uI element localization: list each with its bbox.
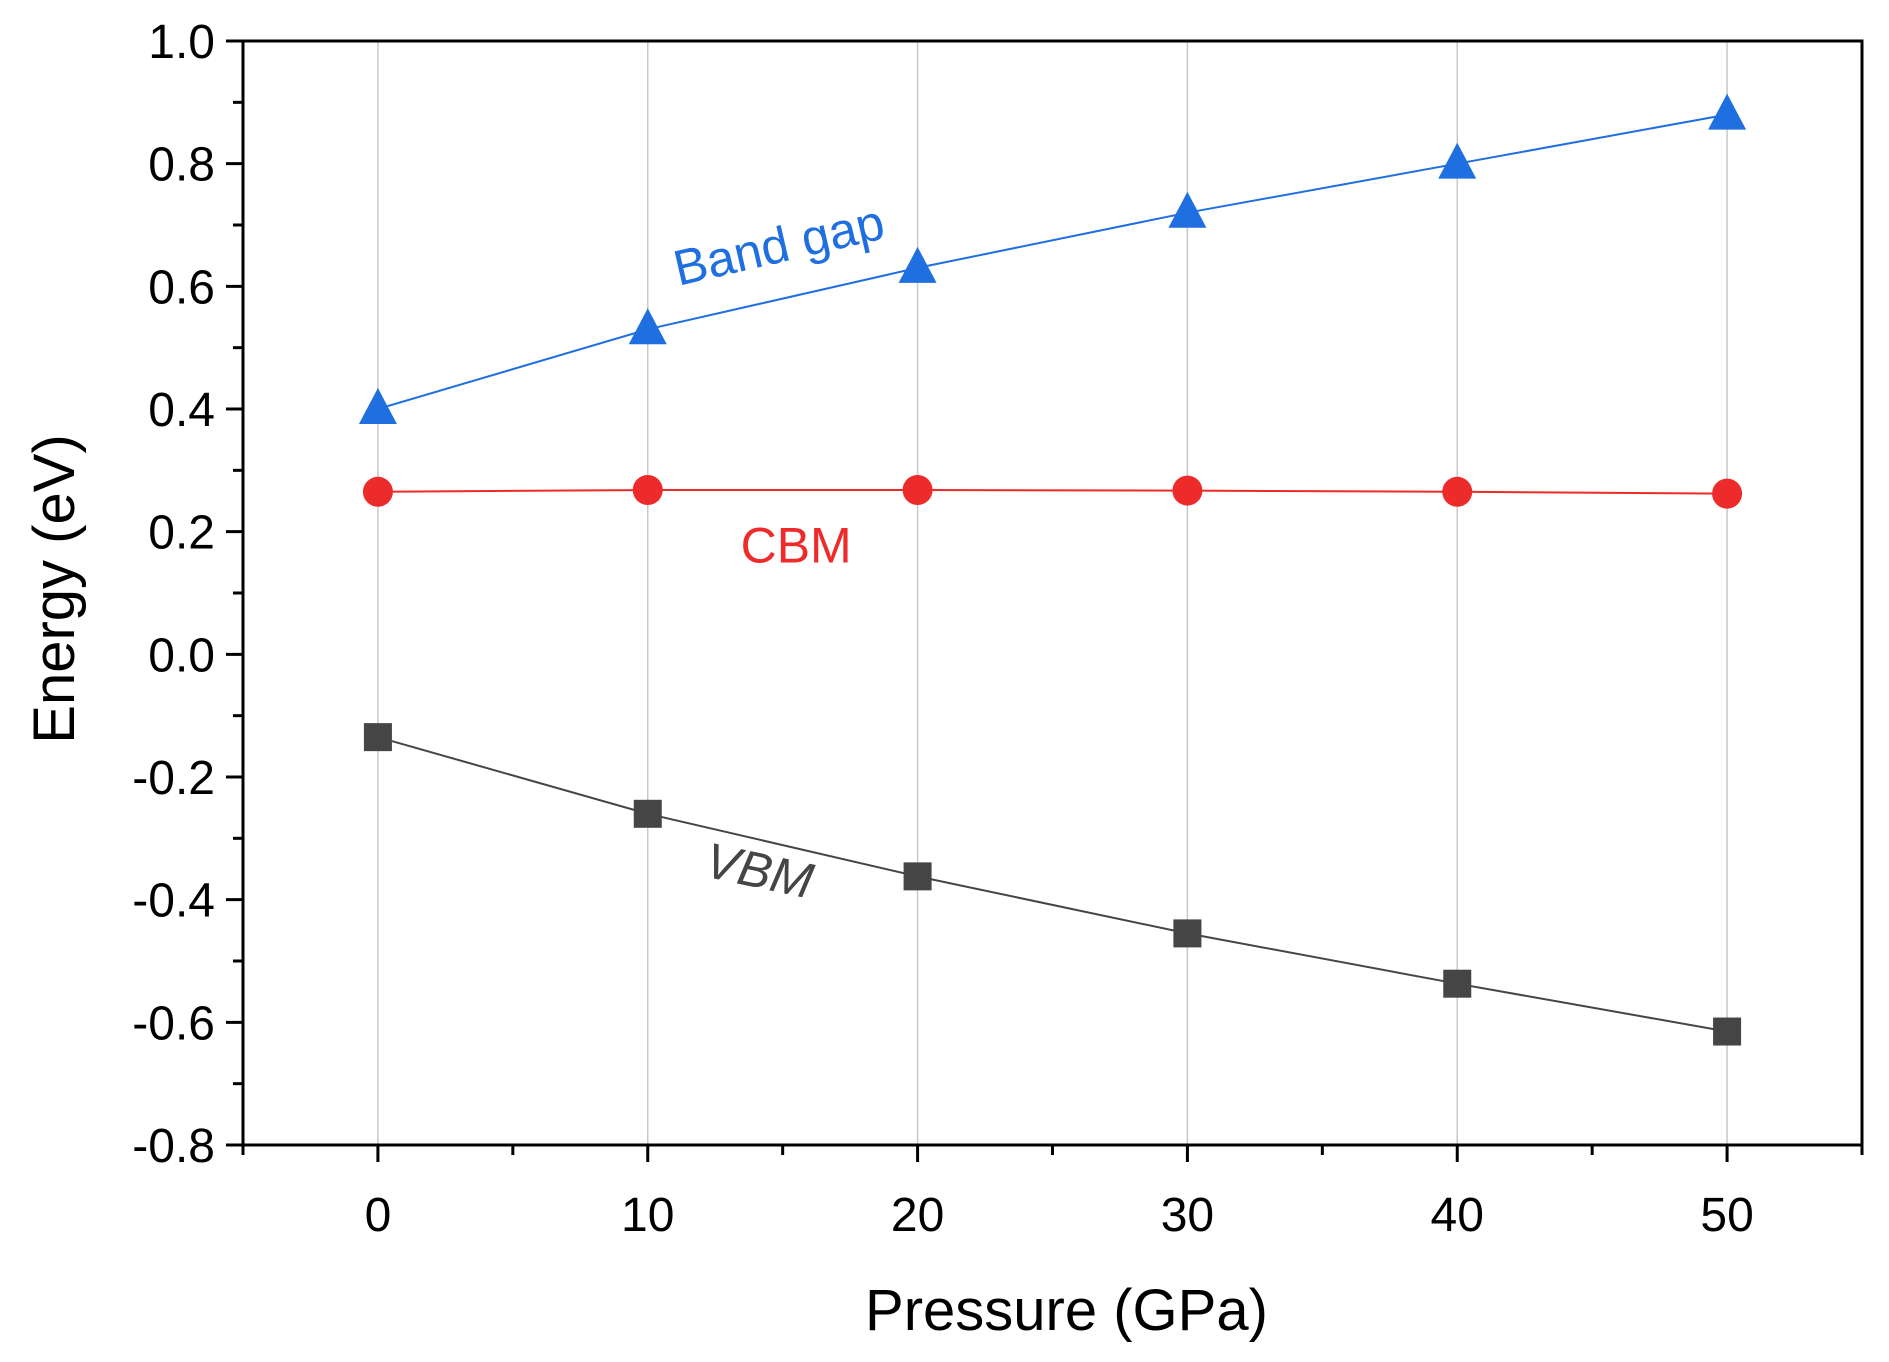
x-axis-title: Pressure (GPa) <box>865 1278 1268 1343</box>
x-tick-label: 20 <box>891 1189 944 1242</box>
y-tick-label: 0.8 <box>148 139 215 192</box>
y-tick-label: -0.2 <box>132 752 215 805</box>
cbm-point <box>362 476 393 507</box>
x-tick-label: 30 <box>1161 1189 1214 1242</box>
band-gap-point <box>1168 191 1207 228</box>
tick-labels: 0 10 20 30 40 50 -0.8 -0.6 -0.4 -0.2 0.0 0.2 0.4 0.6 0… <box>132 16 1753 1242</box>
x-tick-label: 40 <box>1431 1189 1484 1242</box>
cbm-point <box>1712 478 1743 509</box>
series-layer <box>358 93 1747 1046</box>
y-tick-label: 0.4 <box>148 384 215 437</box>
vbm-line <box>377 736 1728 1033</box>
vbm-point <box>903 862 932 891</box>
y-tick-label: -0.6 <box>132 997 215 1050</box>
y-tick-label: -0.8 <box>132 1120 215 1173</box>
y-axis-title: Energy (eV) <box>22 434 87 743</box>
band-gap-point <box>358 388 397 424</box>
y-tick-label: -0.4 <box>132 875 215 928</box>
cbm-point <box>1172 475 1203 506</box>
cbm-series-label: CBM <box>741 517 852 573</box>
cbm-point <box>632 474 663 505</box>
y-tick-label: 0.6 <box>148 261 215 314</box>
y-tick-label: 0.2 <box>148 507 215 560</box>
cbm-point <box>1442 476 1473 507</box>
vbm-point <box>1173 919 1202 948</box>
band-gap-line <box>377 113 1728 410</box>
vbm-point <box>1713 1017 1742 1046</box>
y-tick-label: 1.0 <box>148 16 215 69</box>
vbm-point <box>363 723 392 752</box>
band-gap-point <box>898 246 937 283</box>
cbm-line <box>377 489 1728 495</box>
x-tick-label: 50 <box>1700 1189 1753 1242</box>
band-gap-point <box>1438 142 1477 179</box>
y-tick-label: 0.0 <box>148 629 215 682</box>
cbm-point <box>902 474 933 505</box>
x-tick-label: 10 <box>621 1189 674 1242</box>
axis-ticks <box>226 39 1864 1162</box>
x-tick-label: 0 <box>365 1189 392 1242</box>
band-gap-point <box>1708 93 1747 130</box>
vbm-point <box>1443 969 1472 998</box>
vbm-point <box>633 799 662 828</box>
band-gap-point <box>628 308 667 345</box>
